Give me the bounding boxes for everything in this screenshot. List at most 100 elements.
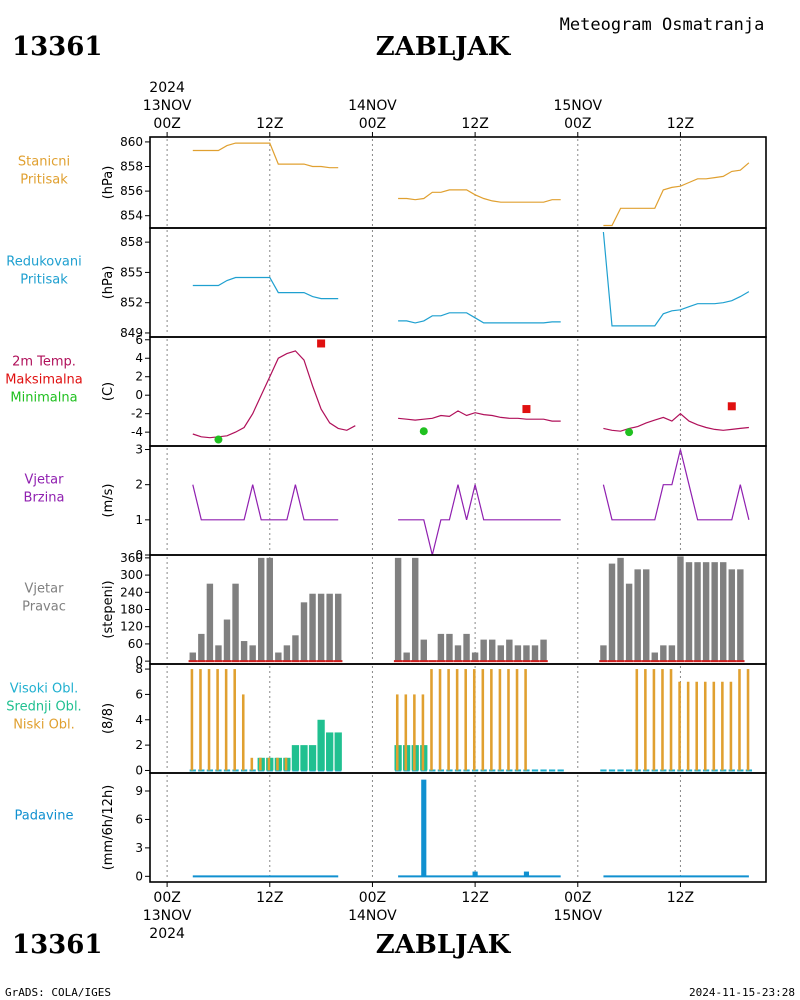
bar bbox=[258, 557, 265, 662]
panel-label: Vjetar bbox=[25, 582, 65, 597]
low-cloud-bar bbox=[729, 681, 733, 771]
cloud-base bbox=[608, 769, 616, 772]
y-tick-label: 0 bbox=[135, 763, 143, 777]
cloud-base bbox=[557, 769, 564, 772]
bar-base bbox=[650, 660, 659, 663]
bar bbox=[540, 639, 547, 662]
bar-base bbox=[325, 660, 334, 663]
bar-base bbox=[684, 660, 694, 663]
y-tick-label: 360 bbox=[120, 551, 143, 565]
low-cloud-bar bbox=[413, 694, 416, 771]
bar-base bbox=[419, 660, 428, 663]
cloud-base bbox=[600, 769, 607, 772]
bar bbox=[472, 871, 478, 877]
y-tick-label: 6 bbox=[135, 687, 143, 701]
y-axis-label: (mm/6h/12h) bbox=[101, 785, 116, 871]
bar-base bbox=[428, 660, 437, 663]
y-tick-label: 858 bbox=[120, 235, 143, 249]
panel-label: Pravac bbox=[22, 600, 66, 615]
panel-label: Niski Obl. bbox=[13, 718, 75, 733]
bar-base bbox=[214, 660, 223, 663]
bar bbox=[728, 569, 735, 662]
low-cloud-bar bbox=[746, 669, 750, 771]
low-cloud-bar bbox=[498, 669, 502, 771]
cloud-base bbox=[540, 769, 547, 772]
low-cloud-bar bbox=[455, 669, 459, 771]
low-cloud-bar bbox=[635, 669, 639, 771]
bar-base bbox=[436, 660, 446, 663]
low-cloud-bar bbox=[507, 669, 510, 771]
bar bbox=[643, 569, 650, 662]
series-line bbox=[398, 189, 561, 203]
bar-base bbox=[316, 660, 326, 663]
min-point bbox=[214, 435, 223, 444]
bottom-date-label: 14NOV bbox=[348, 908, 397, 924]
y-tick-label: 4 bbox=[135, 351, 143, 365]
bar bbox=[326, 593, 333, 662]
panel-label: Padavine bbox=[15, 809, 74, 824]
station-name-top: ZABLJAK bbox=[376, 32, 512, 62]
panel-label: Pritisak bbox=[20, 273, 68, 288]
bar bbox=[480, 639, 487, 662]
bar bbox=[215, 645, 222, 662]
bar-base bbox=[282, 660, 292, 663]
panel-label: 2m Temp. bbox=[12, 355, 76, 370]
low-cloud-bar bbox=[686, 681, 690, 771]
low-cloud-bar bbox=[652, 669, 656, 771]
low-cloud-bar bbox=[712, 681, 716, 771]
low-cloud-bar bbox=[703, 681, 707, 771]
panel-label: Maksimalna bbox=[5, 373, 83, 388]
panel-frame bbox=[149, 772, 767, 883]
y-axis-label: (hPa) bbox=[101, 166, 116, 200]
bar bbox=[266, 557, 273, 662]
bottom-tick-label: 12Z bbox=[256, 890, 283, 906]
bar bbox=[608, 563, 616, 662]
panel-label: Redukovani bbox=[6, 255, 81, 270]
bar-base bbox=[736, 660, 745, 663]
low-cloud-bar bbox=[661, 669, 664, 771]
panel-wind-direction: 0 60 120 180 240 300 360 (stepeni) Vjetar Pravac bbox=[22, 551, 767, 668]
bar-base bbox=[701, 660, 711, 663]
bar-base bbox=[616, 660, 625, 663]
low-cloud-bar bbox=[721, 681, 724, 771]
panels: 854856858860(hPa)StanicniPritisak8498528… bbox=[5, 135, 767, 883]
bar-base bbox=[308, 660, 317, 663]
low-cloud-bar bbox=[447, 669, 450, 771]
bar bbox=[421, 779, 427, 877]
y-axis-label: (C) bbox=[101, 382, 116, 401]
top-tick-label: 12Z bbox=[461, 116, 488, 132]
bar bbox=[720, 562, 727, 662]
low-cloud-bar bbox=[199, 669, 202, 771]
panel-wind-speed: 0 1 2 3 (m/s) Vjetar Brzina bbox=[24, 443, 767, 562]
bar bbox=[600, 645, 607, 662]
bar-base bbox=[462, 660, 471, 663]
max-point bbox=[317, 339, 326, 348]
low-cloud-bar bbox=[284, 757, 288, 771]
bar bbox=[403, 652, 410, 662]
bar bbox=[309, 593, 316, 662]
y-tick-label: 858 bbox=[120, 160, 143, 174]
mid-cloud-bar bbox=[317, 719, 325, 771]
bar bbox=[668, 645, 676, 662]
bar bbox=[737, 569, 744, 662]
chart-title: Meteogram Osmatranja bbox=[560, 15, 765, 35]
cloud-base bbox=[617, 769, 624, 772]
y-axis-label: (m/s) bbox=[101, 484, 116, 518]
top-tick-label: 00Z bbox=[153, 116, 180, 132]
top-tick-label: 12Z bbox=[256, 116, 283, 132]
bar bbox=[617, 557, 624, 662]
bar bbox=[497, 645, 504, 662]
bar-base bbox=[727, 660, 736, 663]
y-tick-label: 0 bbox=[135, 869, 143, 883]
bar-base bbox=[265, 660, 274, 663]
bar bbox=[437, 633, 445, 662]
y-tick-label: 0 bbox=[135, 654, 143, 668]
station-id-top: 13361 bbox=[12, 32, 102, 62]
top-tick-label: 12Z bbox=[667, 116, 694, 132]
series-line bbox=[192, 350, 356, 439]
bar bbox=[189, 652, 196, 662]
y-tick-label: 860 bbox=[120, 135, 143, 149]
cloud-base bbox=[531, 769, 539, 772]
bar-base bbox=[530, 660, 540, 663]
